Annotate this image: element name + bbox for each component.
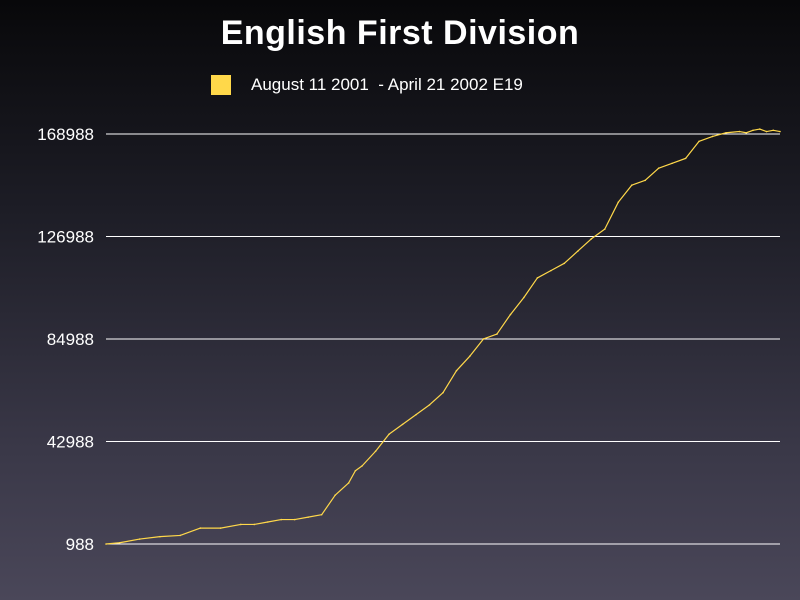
data-point bbox=[657, 167, 660, 169]
data-point bbox=[280, 518, 283, 521]
data-point bbox=[644, 179, 646, 182]
data-point bbox=[354, 469, 357, 472]
data-point bbox=[428, 404, 431, 406]
data-point bbox=[577, 250, 579, 252]
series-line-0 bbox=[105, 128, 781, 545]
data-point bbox=[347, 482, 350, 484]
data-point bbox=[118, 541, 121, 544]
data-point bbox=[374, 450, 377, 453]
data-point bbox=[179, 534, 181, 537]
data-point bbox=[320, 513, 323, 516]
data-point bbox=[307, 516, 310, 518]
data-point bbox=[401, 423, 404, 426]
data-point bbox=[469, 355, 471, 357]
data-point bbox=[253, 523, 256, 526]
data-point bbox=[725, 131, 727, 134]
data-point bbox=[159, 535, 161, 538]
data-point bbox=[388, 433, 390, 435]
data-point bbox=[563, 262, 566, 265]
data-point bbox=[509, 313, 512, 316]
data-point bbox=[772, 129, 775, 132]
y-tick-label: 84988 bbox=[47, 330, 94, 349]
y-tick-label: 988 bbox=[66, 535, 94, 554]
data-point bbox=[745, 131, 748, 134]
data-point bbox=[240, 523, 242, 526]
y-tick-label: 168988 bbox=[37, 125, 94, 144]
data-point bbox=[266, 521, 269, 523]
data-point bbox=[758, 128, 761, 130]
data-point bbox=[550, 269, 552, 272]
data-point bbox=[496, 333, 498, 335]
legend-swatch bbox=[211, 75, 231, 95]
data-point bbox=[361, 465, 363, 467]
y-tick-label: 126988 bbox=[37, 228, 94, 247]
data-point bbox=[455, 369, 458, 372]
data-point bbox=[219, 527, 222, 529]
data-point bbox=[671, 162, 673, 165]
data-point bbox=[334, 494, 336, 496]
data-point bbox=[590, 238, 593, 240]
data-point bbox=[482, 338, 485, 340]
data-point bbox=[738, 130, 741, 133]
y-tick-label: 42988 bbox=[47, 433, 94, 452]
data-point bbox=[698, 140, 700, 143]
data-point bbox=[765, 130, 768, 133]
legend: August 11 2001 - April 21 2002 E19 bbox=[211, 74, 523, 96]
data-point bbox=[630, 184, 633, 187]
data-point bbox=[752, 129, 754, 132]
data-point bbox=[523, 296, 525, 299]
data-point bbox=[617, 201, 620, 204]
data-point bbox=[603, 228, 606, 230]
data-point bbox=[442, 391, 444, 394]
data-point bbox=[105, 543, 107, 545]
data-point bbox=[415, 413, 417, 416]
data-point bbox=[199, 527, 202, 529]
data-point bbox=[711, 135, 714, 138]
data-point bbox=[536, 277, 539, 279]
chart-title: English First Division bbox=[220, 14, 580, 52]
data-point bbox=[138, 538, 141, 540]
data-point bbox=[684, 157, 687, 160]
data-point bbox=[779, 130, 781, 133]
data-point bbox=[293, 518, 296, 521]
legend-label: August 11 2001 - April 21 2002 E19 bbox=[251, 75, 523, 94]
